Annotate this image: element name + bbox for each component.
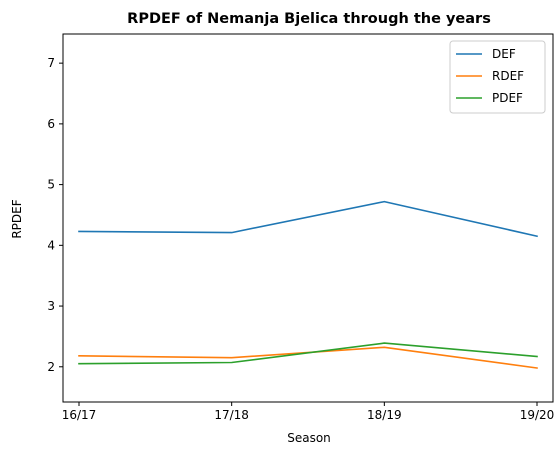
series-line-pdef <box>78 342 538 365</box>
legend-label-rdef: RDEF <box>492 69 524 83</box>
legend-box <box>449 40 546 114</box>
x-tick-label: 17/18 <box>214 408 249 422</box>
x-tick-label: 19/20 <box>520 408 554 422</box>
x-axis-label: Season <box>287 431 331 445</box>
x-tick-label: 16/17 <box>62 408 97 422</box>
y-tick-label: 4 <box>47 238 55 252</box>
y-axis-label: RPDEF <box>10 199 24 238</box>
y-tick-label: 6 <box>47 117 55 131</box>
series-lines <box>78 200 538 369</box>
legend: DEF RDEF PDEF <box>449 40 546 114</box>
y-tick-label: 2 <box>47 360 55 374</box>
x-tick-label: 18/19 <box>367 408 402 422</box>
legend-label-pdef: PDEF <box>492 91 523 105</box>
axis-ticks: 16/17 17/18 18/19 19/20 2 3 4 5 6 7 <box>47 56 554 422</box>
chart-title: RPDEF of Nemanja Bjelica through the yea… <box>127 11 491 27</box>
y-tick-label: 3 <box>47 299 55 313</box>
legend-label-def: DEF <box>492 47 516 61</box>
y-tick-label: 5 <box>47 178 55 192</box>
y-tick-label: 7 <box>47 56 55 70</box>
plot-frame <box>62 33 554 403</box>
series-line-def <box>78 200 538 238</box>
